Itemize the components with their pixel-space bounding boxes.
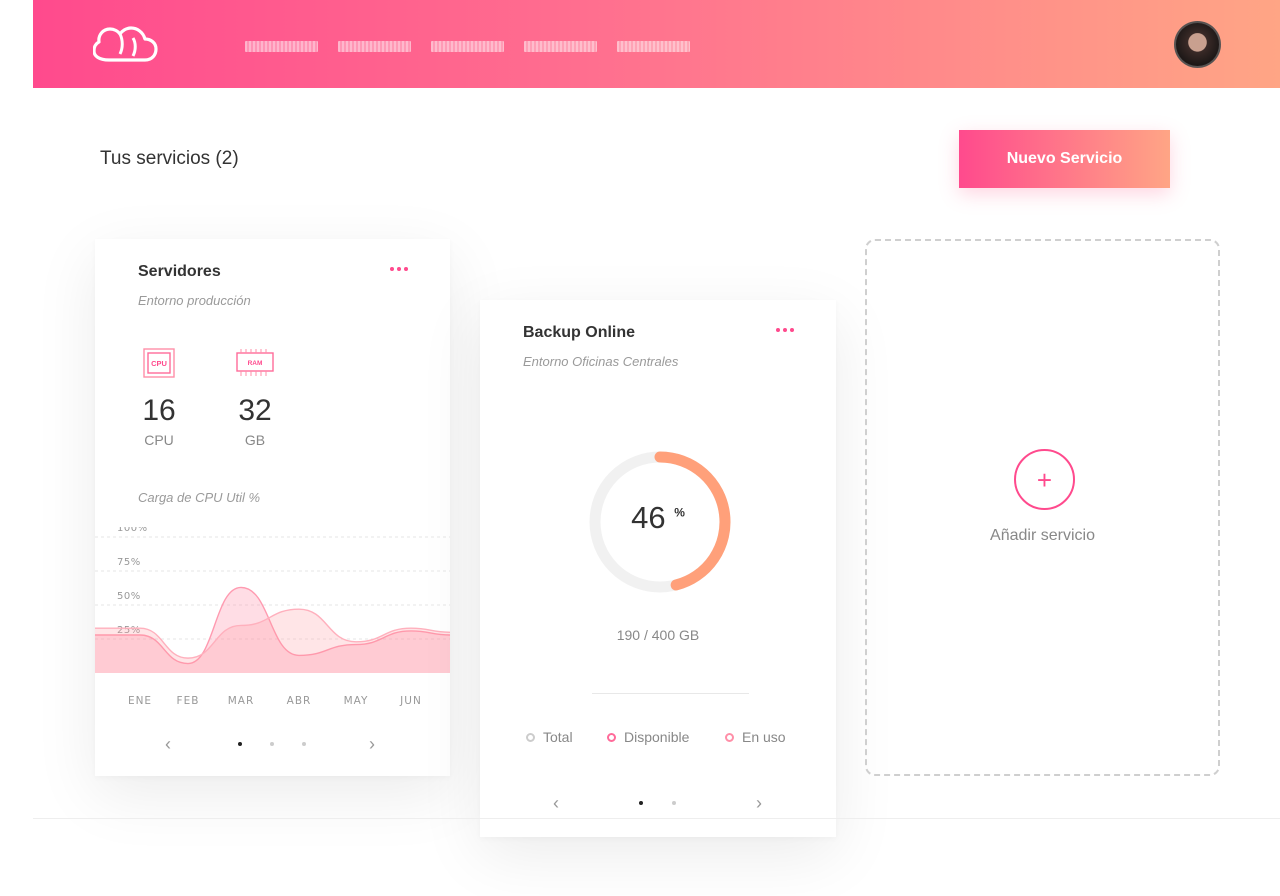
series-line [95,608,450,659]
pager-dot[interactable] [639,801,643,805]
ram-value: 32 [238,394,272,427]
x-tick-label: FEB [177,695,200,707]
percent-sign: % [674,505,685,520]
chevron-right-icon[interactable]: › [369,734,375,754]
nav-item-5[interactable] [617,41,690,52]
percent-value: 46 % [480,500,836,536]
cpu-icon-label: CPU [151,359,167,368]
card-subtitle: Entorno Oficinas Centrales [523,354,679,369]
x-tick-label: JUN [399,695,422,707]
legend-label: Total [543,729,573,745]
footer-divider [33,818,1280,819]
card-title: Backup Online [523,324,636,341]
more-dots-icon[interactable] [776,328,794,332]
storage-donut-chart [589,451,731,593]
series-area [95,587,450,673]
legend-marker [526,732,535,742]
ram-unit: GB [244,432,266,448]
spec-cpu: CPU 16 CPU [124,347,194,448]
card-title: Servidores [138,263,221,280]
card-subtitle: Entorno producción [138,293,251,308]
y-tick-label: 75% [117,557,141,568]
cpu-load-chart: 100% 75% 50% 25% ENE FEB MAR ABR MAY JUN [95,527,450,707]
percent-number: 46 [631,500,666,535]
x-tick-label: ABR [287,695,312,707]
new-service-button[interactable]: Nuevo Servicio [959,130,1170,188]
pager-dot[interactable] [270,742,274,746]
legend-marker [725,732,734,742]
page-title: Tus servicios (2) [100,148,239,169]
pager: ‹ › [95,734,450,754]
y-tick-label: 25% [117,625,141,636]
cpu-unit: CPU [144,432,174,448]
legend-label: Disponible [624,729,690,745]
user-avatar[interactable] [1174,21,1221,68]
more-dots-icon[interactable] [390,267,408,271]
spec-ram: RAM 32 GB [220,347,290,448]
y-tick-label: 100% [117,527,148,534]
cpu-icon: CPU [143,348,175,378]
chevron-right-icon[interactable]: › [756,793,762,813]
nav-item-2[interactable] [338,41,411,52]
donut-used-arc [654,451,731,591]
top-bar [33,0,1280,88]
main-nav [245,41,690,52]
add-service-label: Añadir servicio [990,527,1095,544]
cpu-value: 16 [142,394,176,427]
cloud-logo-icon[interactable] [93,26,159,66]
chevron-left-icon[interactable]: ‹ [165,734,171,754]
chevron-left-icon[interactable]: ‹ [553,793,559,813]
legend-disponible: Disponible [607,729,689,745]
legend-total: Total [526,729,573,745]
legend-en-uso: En uso [725,729,786,745]
pager-dot[interactable] [238,742,242,746]
add-service-card[interactable]: + Añadir servicio [865,239,1220,776]
storage-usage: 190 / 400 GB [616,627,700,643]
legend-marker [607,732,616,742]
nav-item-4[interactable] [524,41,597,52]
ram-icon-label: RAM [248,360,263,367]
series-line [95,586,450,665]
ram-icon: RAM [236,349,274,376]
plus-icon[interactable]: + [1014,449,1075,510]
service-card-servidores: Servidores Entorno producción CPU 16 CPU… [95,239,450,776]
chart-caption: Carga de CPU Util % [138,490,261,505]
x-tick-label: ENE [128,695,152,707]
legend-label: En uso [742,729,786,745]
series-area [95,609,450,673]
nav-item-3[interactable] [431,41,504,52]
pager: ‹ › [480,793,836,813]
service-card-backup: Backup Online Entorno Oficinas Centrales… [480,300,836,837]
pager-dot[interactable] [302,742,306,746]
pager-dot[interactable] [672,801,676,805]
x-tick-label: MAR [228,695,255,707]
divider [592,693,749,694]
y-tick-label: 50% [117,591,141,602]
x-tick-label: MAY [344,695,369,707]
nav-item-1[interactable] [245,41,318,52]
